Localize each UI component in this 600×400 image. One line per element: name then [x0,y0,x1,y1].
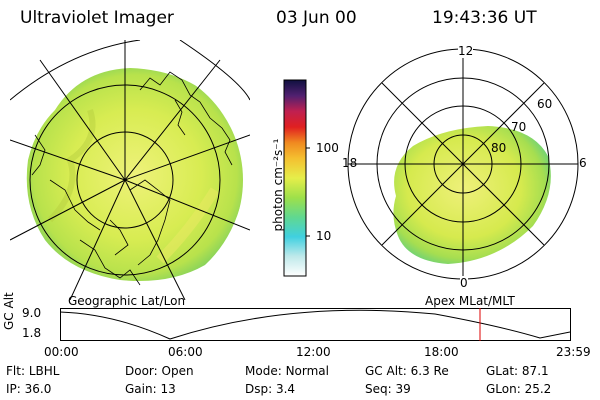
info-dsp: Dsp: 3.4 [245,382,296,396]
colorbar-tick-100: 100 [316,141,339,155]
mlt-label-6: 6 [579,156,587,170]
info-flt: Flt: LBHL [6,364,60,378]
apex-aurora-image [393,126,551,264]
info-mode: Mode: Normal [245,364,329,378]
time-label: 19:43:36 UT [432,8,537,28]
right-map-caption: Apex MLat/MLT [425,294,515,308]
info-ip: IP: 36.0 [6,382,52,396]
info-seq: Seq: 39 [365,382,411,396]
mlt-label-18: 18 [342,156,358,170]
mlat-label-70: 70 [511,120,527,134]
colorbar-tick-10: 10 [316,229,332,243]
colorbar [283,79,310,277]
apex-map [347,48,579,280]
info-glon: GLon: 25.2 [486,382,552,396]
timeline-ytick-max: 9.0 [22,306,42,320]
info-glat: GLat: 87.1 [486,364,549,378]
timeline-xtick-3: 18:00 [424,345,459,359]
mlat-label-80: 80 [491,141,507,155]
orbit-timeline [60,308,571,341]
coastlines [31,71,233,286]
apex-grid [347,48,579,280]
timeline-ylabel: GC Alt [2,292,16,330]
geographic-grid [10,40,250,300]
date-label: 03 Jun 00 [276,8,357,28]
timeline-xtick-1: 06:00 [168,345,203,359]
timeline-ytick-min: 1.8 [22,326,42,340]
colorbar-label: photon cm⁻²s⁻¹ [271,138,285,232]
mlt-label-0: 0 [460,276,468,290]
timeline-xtick-0: 00:00 [44,345,79,359]
mlat-label-60: 60 [537,97,553,111]
mlt-label-12: 12 [458,44,474,58]
info-gain: Gain: 13 [125,382,176,396]
info-door: Door: Open [125,364,194,378]
left-map-caption: Geographic Lat/Lon [68,294,186,308]
altitude-curve [60,309,571,340]
timeline-xtick-4: 23:59 [556,345,591,359]
geographic-map [10,40,250,300]
info-gc-alt: GC Alt: 6.3 Re [365,364,449,378]
instrument-title: Ultraviolet Imager [20,8,174,28]
timeline-xtick-2: 12:00 [296,345,331,359]
